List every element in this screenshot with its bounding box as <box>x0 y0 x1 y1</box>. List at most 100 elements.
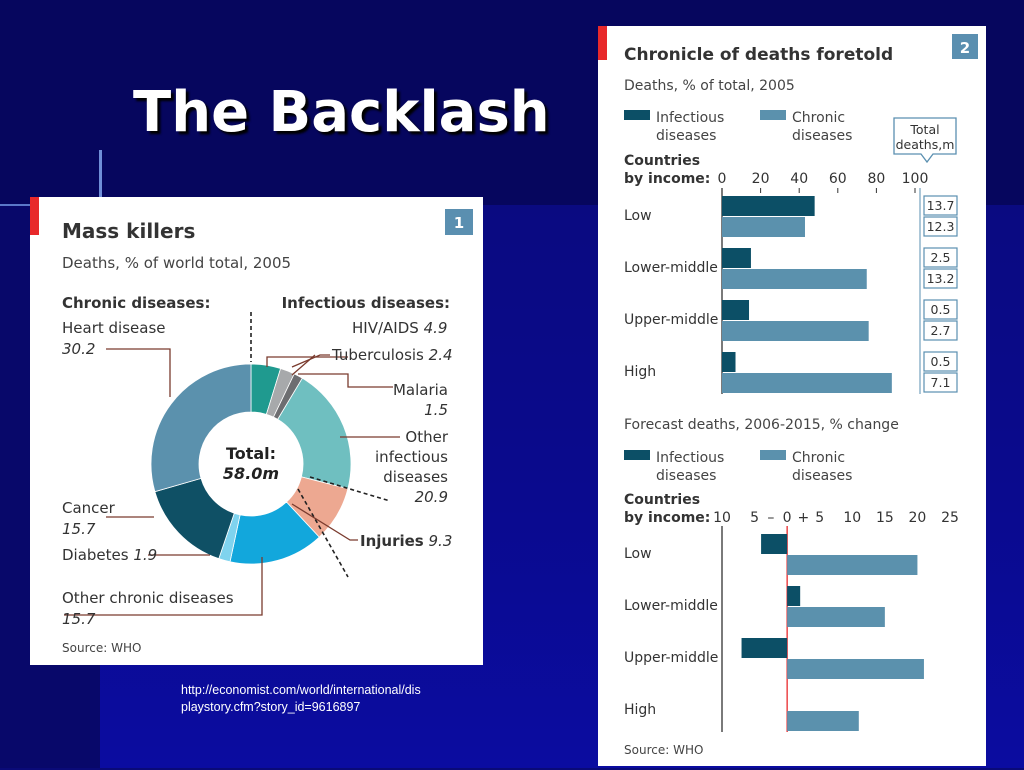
category-label-low: Low <box>624 208 652 224</box>
x-tick-label: 10 <box>713 510 731 526</box>
x-tick-label: 5 <box>750 510 759 526</box>
red-accent-bar <box>30 197 39 235</box>
leader-malaria <box>298 373 393 388</box>
legend-swatch-chronic <box>760 450 786 460</box>
legend-chronic-line2: diseases <box>792 468 852 484</box>
x-tick-label: 5 <box>815 510 824 526</box>
x-tick-label: 60 <box>829 171 847 187</box>
total-box <box>923 195 958 216</box>
value-cancer: 15.7 <box>62 520 96 538</box>
chart-source: Source: WHO <box>624 743 703 757</box>
bar-chronic-upper-middle <box>787 659 924 679</box>
chart-title: Chronicle of deaths foretold <box>624 45 893 65</box>
total-box <box>923 247 958 268</box>
chronic-group-label: Chronic diseases: <box>62 294 210 312</box>
category-label-upper-middle: Upper-middle <box>624 312 718 328</box>
forecast-subtitle: Forecast deaths, 2006-2015, % change <box>624 417 899 433</box>
infectious-group-label: Infectious diseases: <box>282 294 450 312</box>
total-box <box>923 320 958 341</box>
x-tick-label: 25 <box>941 510 959 526</box>
total-value: 2.5 <box>931 250 951 265</box>
leader-lines <box>64 348 400 616</box>
bar-infectious-lower-middle <box>722 248 751 268</box>
bar-infectious-upper-middle <box>741 638 788 658</box>
total-box <box>923 351 958 372</box>
x-tick-label: 0 <box>783 510 792 526</box>
value-malaria: 1.5 <box>424 401 448 419</box>
x-tick-label: 80 <box>867 171 885 187</box>
bar-infectious-low <box>722 196 815 216</box>
label-other-infectious-2: infectious <box>375 448 448 466</box>
chart-badge <box>952 34 978 59</box>
center-total-value: 58.0m <box>223 464 279 483</box>
category-label-high: High <box>624 702 656 718</box>
center-total-label: Total: <box>226 444 276 463</box>
x-tick-label: 15 <box>876 510 894 526</box>
deaths-foretold-chart-panel: 2 Chronicle of deaths foretold Deaths, %… <box>598 26 986 766</box>
total-value: 2.7 <box>931 323 951 338</box>
chart-subtitle: Deaths, % of total, 2005 <box>624 78 795 94</box>
chart-subtitle: Deaths, % of world total, 2005 <box>62 254 291 272</box>
total-value: 7.1 <box>931 375 951 390</box>
total-box <box>923 216 958 237</box>
x-tick-label: 20 <box>752 171 770 187</box>
total-value: 12.3 <box>927 219 955 234</box>
label-other-chronic: Other chronic diseases <box>62 589 234 607</box>
decorative-horizontal-line <box>0 204 30 206</box>
x-tick-label: 0 <box>718 171 727 187</box>
category-label-lower-middle: Lower-middle <box>624 598 718 614</box>
total-box <box>923 299 958 320</box>
label-malaria: Malaria <box>393 381 448 399</box>
value-other-infectious: 20.9 <box>415 488 448 506</box>
donut-slices <box>150 363 352 565</box>
chart-title: Mass killers <box>62 219 195 243</box>
chart-badge-number: 2 <box>960 39 970 57</box>
bar-chart-forecast: 10 5–0 +5 10 15 20 25LowLower-middleUpper-midd… <box>624 510 959 732</box>
bar-chronic-high <box>722 373 892 393</box>
chart-source: Source: WHO <box>62 641 141 655</box>
divider-lower <box>297 488 349 578</box>
label-cancer: Cancer <box>62 499 116 517</box>
legend-chronic-line1: Chronic <box>792 450 845 466</box>
x-tick-label: 40 <box>790 171 808 187</box>
category-label-lower-middle: Lower-middle <box>624 260 718 276</box>
bar-chronic-lower-middle <box>722 269 867 289</box>
bar-chronic-low <box>787 555 918 575</box>
legend-infectious-line2: diseases <box>656 468 716 484</box>
total-box-line1: Total <box>909 122 939 137</box>
bar-chronic-low <box>722 217 805 237</box>
value-heart: 30.2 <box>62 340 95 358</box>
leader-tb <box>291 354 330 368</box>
x-tick-label: 20 <box>909 510 927 526</box>
total-value: 13.7 <box>927 198 955 213</box>
x-tick-label: 10 <box>843 510 861 526</box>
legend-swatch-infectious <box>624 450 650 460</box>
source-url[interactable]: http://economist.com/world/international… <box>181 683 421 714</box>
label-heart: Heart disease <box>62 319 165 337</box>
x-tick-label: – <box>767 510 774 526</box>
decorative-vertical-line <box>99 150 102 197</box>
bar-chronic-upper-middle <box>722 321 869 341</box>
label-other-infectious-3: diseases <box>383 468 448 486</box>
category-label-high: High <box>624 364 656 380</box>
leader-hiv <box>266 356 348 367</box>
value-other-chronic: 15.7 <box>62 610 96 628</box>
leader-heart <box>106 348 171 397</box>
slide-title: The Backlash <box>133 80 550 145</box>
axis-title-2: by income: <box>624 171 710 187</box>
total-box <box>923 268 958 289</box>
legend-infectious-line2: diseases <box>656 128 716 144</box>
chart-badge-number: 1 <box>454 214 464 232</box>
total-value: 13.2 <box>927 271 955 286</box>
bar-infectious-lower-middle <box>787 586 801 606</box>
red-accent-bar <box>598 26 607 60</box>
chart-badge <box>445 209 473 235</box>
mass-killers-chart: 1 Mass killers Deaths, % of world total,… <box>30 197 473 655</box>
total-box <box>923 372 958 393</box>
x-tick-label: + <box>798 510 810 526</box>
category-label-upper-middle: Upper-middle <box>624 650 718 666</box>
axis-title-1: Countries <box>624 153 700 169</box>
axis-title-2: by income: <box>624 510 710 526</box>
bar-chronic-high <box>787 711 859 731</box>
label-tb: Tuberculosis 2.4 <box>331 346 453 364</box>
